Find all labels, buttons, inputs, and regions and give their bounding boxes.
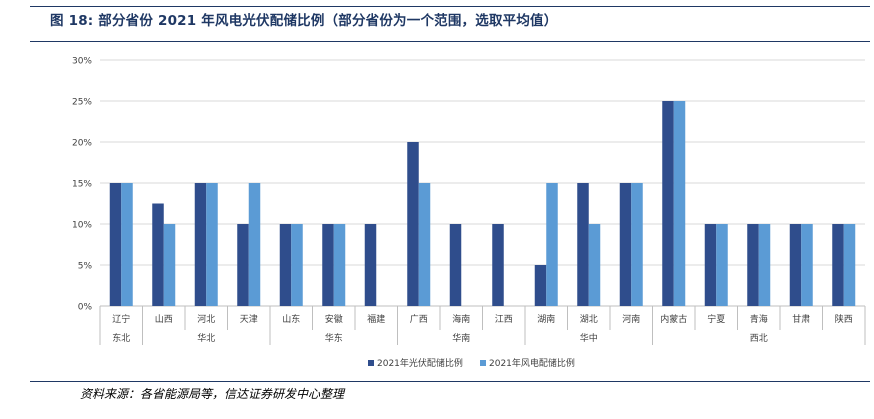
- legend-swatch: [368, 360, 374, 366]
- title-bar: [30, 6, 870, 42]
- bar: [449, 224, 462, 306]
- bar: [206, 183, 218, 306]
- bar: [291, 224, 303, 306]
- category-label: 广西: [410, 313, 428, 325]
- category-label: 海南: [452, 313, 470, 325]
- bar: [789, 224, 802, 306]
- legend: 2021年光伏配储比例 2021年风电配储比例: [368, 357, 575, 369]
- category-label: 内蒙古: [660, 313, 687, 325]
- bar: [747, 224, 759, 306]
- bar: [534, 265, 547, 306]
- legend-swatch: [480, 360, 486, 366]
- bar: [832, 224, 844, 306]
- source-divider: [30, 381, 870, 382]
- bar: [704, 224, 717, 306]
- bar: [588, 224, 601, 306]
- bar: [662, 101, 674, 306]
- source-note: 资料来源：各省能源局等，信达证券研发中心整理: [80, 387, 345, 401]
- y-tick-label: 15%: [72, 180, 92, 190]
- bar: [322, 224, 334, 306]
- category-label: 辽宁: [112, 313, 130, 325]
- y-tick-label: 30%: [72, 57, 92, 67]
- y-tick-label: 20%: [72, 139, 92, 149]
- category-label: 天津: [240, 314, 258, 325]
- bar: [492, 224, 504, 306]
- category-label: 安徽: [325, 313, 343, 325]
- bar: [546, 183, 558, 306]
- bar: [843, 224, 856, 306]
- bar: [152, 203, 164, 306]
- category-label: 福建: [367, 313, 385, 325]
- y-tick-label: 10%: [72, 221, 92, 231]
- bar: [109, 183, 122, 306]
- category-label: 宁夏: [707, 313, 725, 325]
- group-label: 东北: [112, 332, 130, 344]
- bar: [279, 224, 292, 306]
- category-label: 河北: [197, 313, 215, 325]
- bar: [163, 224, 176, 306]
- bar: [364, 224, 377, 306]
- group-label: 西北: [750, 333, 768, 344]
- category-label: 青海: [750, 313, 768, 325]
- group-label: 华北: [197, 332, 215, 344]
- bar: [577, 183, 589, 306]
- bar: [237, 224, 249, 306]
- category-label: 湖北: [580, 314, 598, 325]
- bar: [758, 224, 771, 306]
- category-label: 山东: [282, 313, 300, 325]
- bar: [716, 224, 728, 306]
- figure-title: 图 18: 部分省份 2021 年风电光伏配储比例（部分省份为一个范围，选取平均…: [50, 13, 558, 29]
- category-label: 陕西: [835, 313, 853, 325]
- category-label: 湖南: [537, 313, 555, 325]
- bar: [333, 224, 346, 306]
- category-label: 山西: [155, 314, 173, 325]
- group-label: 华中: [580, 332, 598, 344]
- bar: [194, 183, 207, 306]
- bar: [631, 183, 643, 306]
- bar: [418, 183, 431, 306]
- y-tick-label: 25%: [72, 98, 92, 108]
- bar: [619, 183, 632, 306]
- bar: [248, 183, 261, 306]
- y-tick-label: 5%: [78, 262, 93, 272]
- bar: [673, 101, 686, 306]
- category-label: 甘肃: [792, 313, 810, 325]
- group-label: 华南: [452, 332, 470, 344]
- category-label: 河南: [622, 313, 640, 325]
- group-label: 华东: [325, 332, 343, 344]
- legend-label: 2021年光伏配储比例: [377, 357, 463, 369]
- bar: [121, 183, 133, 306]
- bar: [407, 142, 419, 306]
- y-axis-ticks: 0% 5% 10% 15% 20% 25% 30%: [72, 57, 92, 313]
- bars: [109, 101, 856, 306]
- category-label: 江西: [495, 314, 513, 325]
- y-tick-label: 0%: [78, 303, 93, 313]
- legend-label: 2021年风电配储比例: [489, 357, 575, 369]
- bar: [801, 224, 813, 306]
